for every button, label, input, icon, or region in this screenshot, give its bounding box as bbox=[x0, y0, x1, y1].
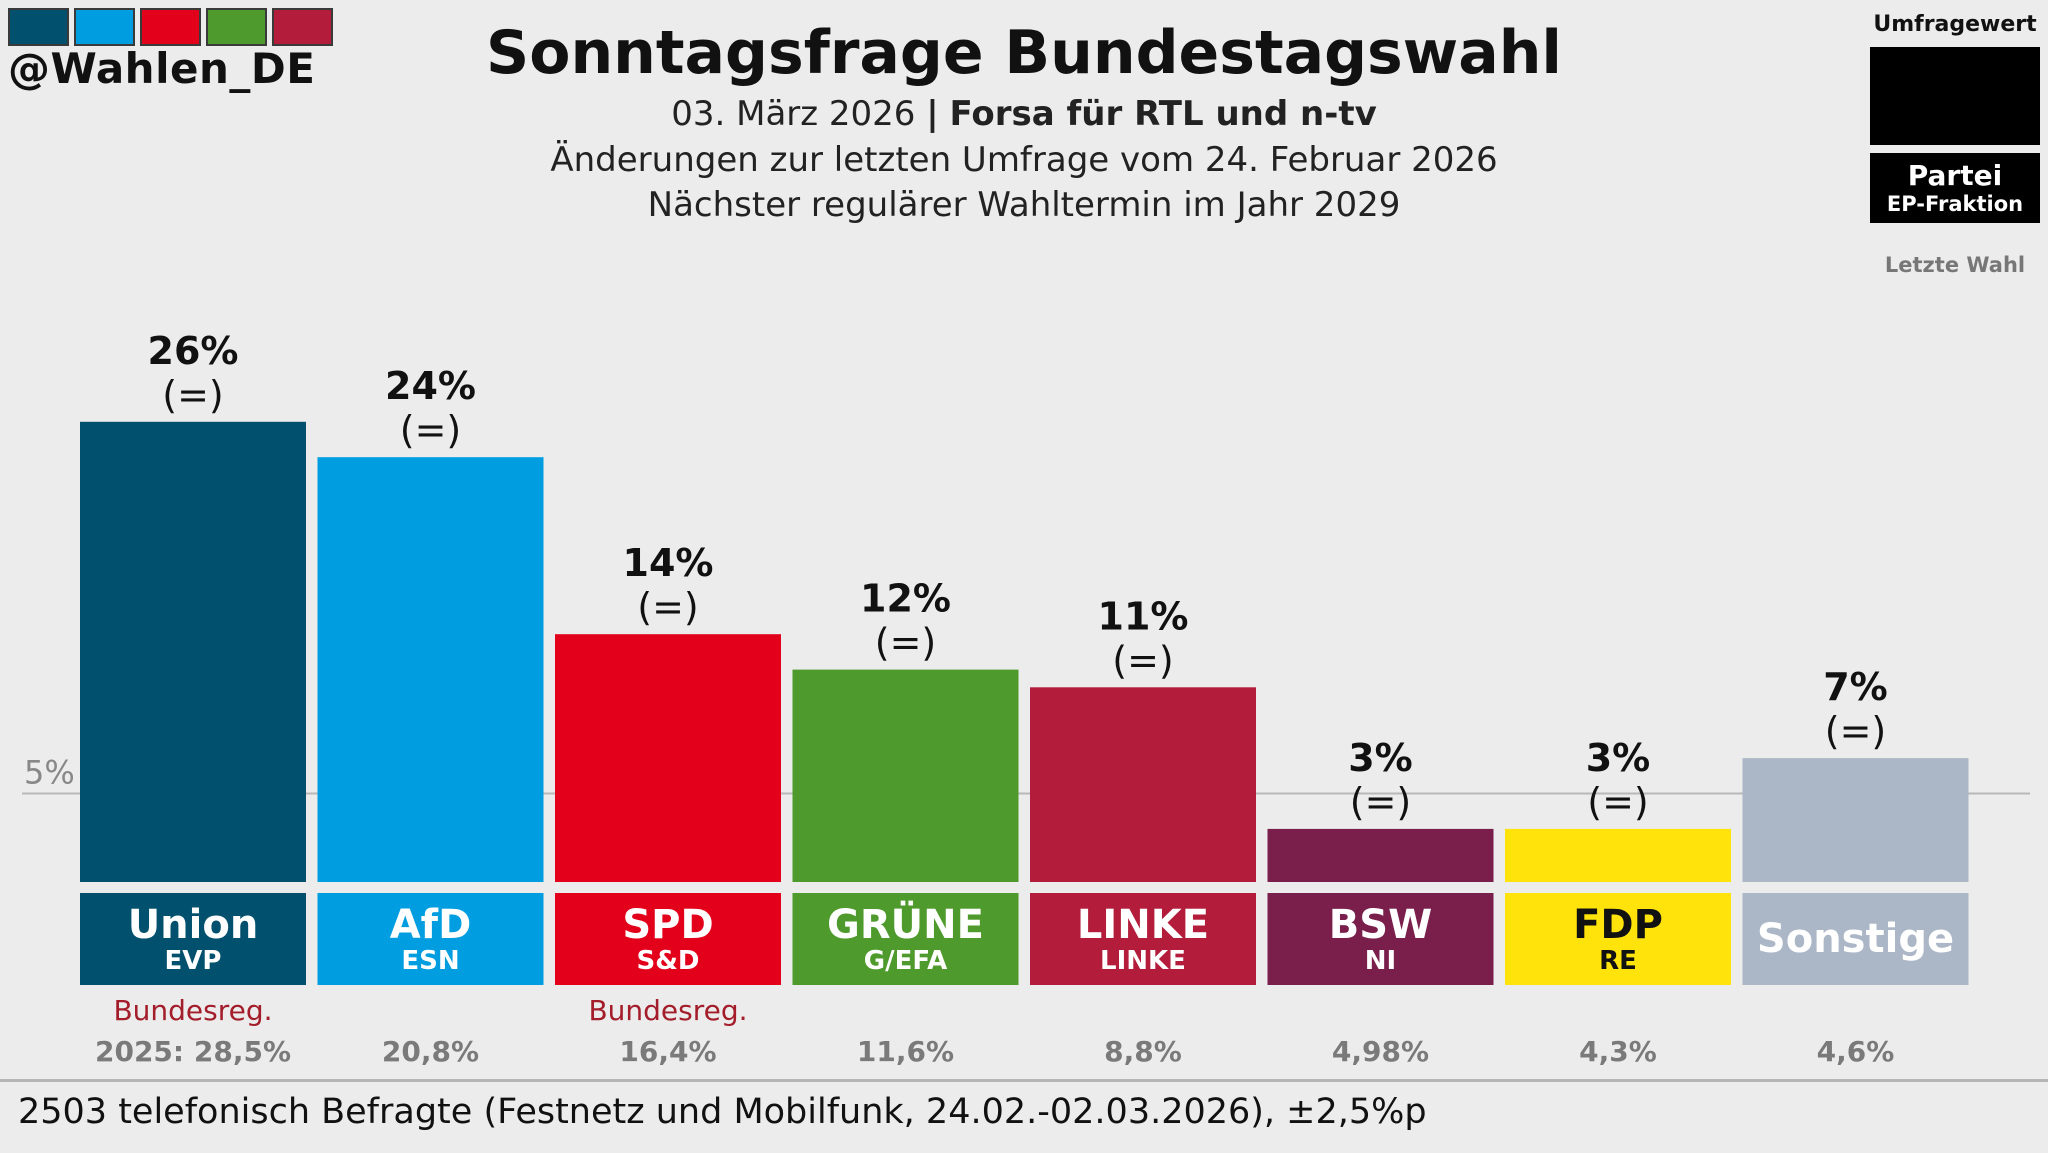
bar bbox=[1505, 828, 1731, 882]
legend: Umfragewert Partei EP-Fraktion Letzte Wa… bbox=[1870, 12, 2040, 277]
last-election-value: 2025: 28,5% bbox=[95, 1035, 291, 1068]
bar bbox=[792, 669, 1019, 882]
footer-note: 2503 telefonisch Befragte (Festnetz und … bbox=[18, 1092, 1427, 1132]
bar bbox=[317, 457, 544, 882]
threshold-label: 5% bbox=[24, 754, 75, 792]
government-label: Bundesreg. bbox=[588, 994, 747, 1027]
party-box bbox=[555, 893, 781, 985]
party-name: Sonstige bbox=[1757, 916, 1954, 962]
last-election-value: 8,8% bbox=[1104, 1035, 1182, 1068]
ep-group-label: EVP bbox=[165, 946, 222, 976]
title-separator: | bbox=[926, 94, 939, 134]
change-label: (=) bbox=[1112, 638, 1174, 682]
logo-stripe-5 bbox=[272, 8, 333, 46]
bar bbox=[1742, 758, 1969, 882]
value-label: 3% bbox=[1586, 736, 1651, 780]
value-label: 11% bbox=[1098, 594, 1189, 638]
legend-ep-group-label: EP-Fraktion bbox=[1886, 192, 2024, 216]
value-label: 7% bbox=[1823, 665, 1888, 709]
value-label: 12% bbox=[860, 577, 951, 621]
party-name: GRÜNE bbox=[827, 900, 984, 948]
next-election-note: Nächster regulärer Wahltermin im Jahr 20… bbox=[647, 185, 1401, 225]
chart-title: Sonntagsfrage Bundestagswahl bbox=[486, 18, 1562, 88]
last-election-value: 4,3% bbox=[1579, 1035, 1657, 1068]
ep-group-label: LINKE bbox=[1100, 946, 1186, 976]
bar bbox=[555, 634, 781, 882]
value-label: 26% bbox=[148, 329, 239, 373]
legend-party-label: Partei bbox=[1907, 159, 2003, 192]
party-box bbox=[80, 893, 306, 985]
logo-stripe-2 bbox=[74, 8, 135, 46]
change-label: (=) bbox=[1587, 780, 1649, 824]
change-label: (=) bbox=[637, 585, 699, 629]
logo-stripe-4 bbox=[206, 8, 267, 46]
last-election-value: 20,8% bbox=[382, 1035, 479, 1068]
party-box bbox=[1030, 893, 1256, 985]
poll-date: 03. März 2026 bbox=[671, 94, 916, 134]
logo-stripe-3 bbox=[140, 8, 201, 46]
legend-poll-value-box bbox=[1870, 47, 2040, 145]
legend-party-box: Partei EP-Fraktion bbox=[1870, 153, 2040, 223]
government-label: Bundesreg. bbox=[113, 994, 272, 1027]
change-label: (=) bbox=[162, 373, 224, 417]
change-label: (=) bbox=[400, 408, 462, 452]
logo-stripe-1 bbox=[8, 8, 69, 46]
party-box bbox=[1505, 893, 1731, 985]
bar bbox=[1030, 687, 1256, 882]
change-label: (=) bbox=[1825, 709, 1887, 753]
party-name: LINKE bbox=[1077, 902, 1209, 948]
ep-group-label: ESN bbox=[401, 946, 459, 976]
party-box bbox=[1267, 893, 1494, 985]
change-note: Änderungen zur letzten Umfrage vom 24. F… bbox=[550, 140, 1498, 180]
bar bbox=[80, 421, 306, 882]
ep-group-label: S&D bbox=[637, 946, 700, 976]
brand-logo bbox=[8, 8, 333, 46]
change-label: (=) bbox=[1350, 780, 1412, 824]
legend-poll-value-label: Umfragewert bbox=[1873, 12, 2037, 37]
party-name: AfD bbox=[390, 902, 472, 948]
last-election-value: 16,4% bbox=[619, 1035, 716, 1068]
value-label: 3% bbox=[1348, 736, 1413, 780]
change-label: (=) bbox=[875, 621, 937, 665]
footer-divider bbox=[0, 1079, 2048, 1082]
party-box bbox=[317, 893, 544, 985]
last-election-value: 11,6% bbox=[857, 1035, 954, 1068]
party-name: BSW bbox=[1329, 902, 1432, 948]
last-election-value: 4,98% bbox=[1332, 1035, 1429, 1068]
ep-group-label: NI bbox=[1365, 946, 1396, 976]
subtitle-date-institute: 03. März 2026 | Forsa für RTL und n-tv bbox=[0, 94, 2048, 134]
last-election-value: 4,6% bbox=[1817, 1035, 1895, 1068]
party-box bbox=[792, 893, 1019, 985]
value-label: 24% bbox=[385, 364, 476, 408]
party-name: SPD bbox=[622, 902, 713, 948]
legend-last-election-label: Letzte Wahl bbox=[1884, 253, 2026, 277]
party-name: FDP bbox=[1573, 902, 1663, 948]
brand-handle: @Wahlen_DE bbox=[8, 44, 316, 93]
value-label: 14% bbox=[623, 541, 714, 585]
bar bbox=[1267, 828, 1494, 882]
ep-group-label: G/EFA bbox=[864, 946, 948, 976]
poll-institute: Forsa für RTL und n-tv bbox=[949, 94, 1377, 134]
party-name: Union bbox=[128, 902, 259, 948]
party-box bbox=[1742, 893, 1969, 985]
ep-group-label: RE bbox=[1599, 946, 1637, 976]
